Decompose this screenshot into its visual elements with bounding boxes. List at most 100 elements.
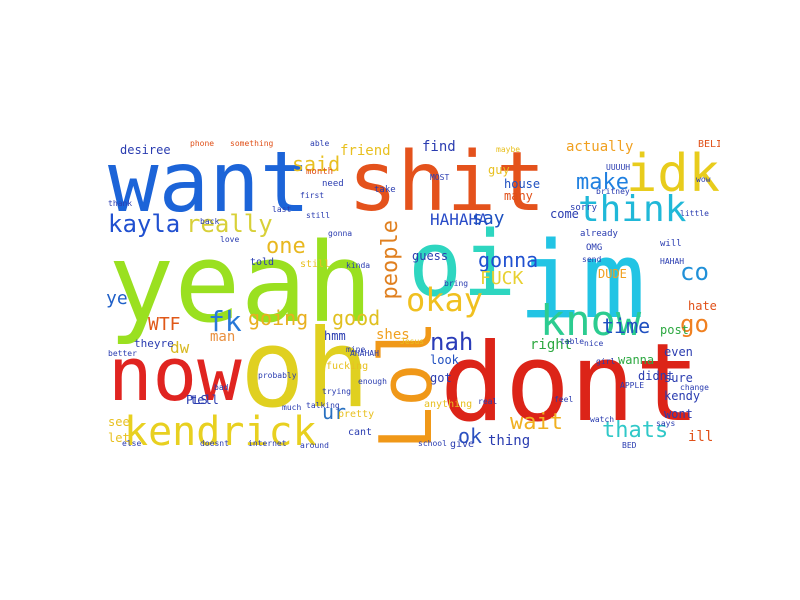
cloud-word: many [504,189,533,203]
cloud-word: else [122,439,142,448]
cloud-word: fucking [326,361,369,372]
cloud-word: kinda [346,261,371,270]
cloud-word: look [430,353,459,367]
cloud-word: got [430,371,452,385]
cloud-word: kendy [664,389,701,403]
cloud-word: around [300,441,329,450]
cloud-word: wont [664,407,693,421]
cloud-word: dont [440,321,701,446]
cloud-word: able [310,140,330,148]
cloud-word: oh [240,307,371,432]
cloud-word: still [306,211,331,220]
cloud-word: sure [664,371,693,385]
cloud-word: AHAHAH [350,349,379,358]
cloud-word: thats [602,418,669,443]
cloud-word: say [472,208,505,229]
cloud-word: first [300,191,325,200]
cloud-word: guy [488,163,510,177]
cloud-word: post [660,323,689,337]
cloud-word: something [230,140,274,148]
cloud-word: take [374,185,396,195]
cloud-word: thank [108,199,133,208]
cloud-word: ill [688,429,714,445]
cloud-word: britney [596,187,630,196]
cloud-word: think [578,189,687,230]
cloud-word: mine [346,345,366,354]
cloud-word: send [582,255,602,264]
cloud-word: ok [458,424,483,448]
cloud-word: love [220,235,240,244]
cloud-word: table [560,337,585,346]
cloud-word: internet [248,439,287,448]
cloud-word: little [680,209,709,218]
cloud-word: watch [590,415,615,424]
cloud-word: WTF [148,314,181,335]
cloud-word: school [418,439,447,448]
cloud-word: DUDE [598,267,627,281]
cloud-word: thing [488,433,531,449]
cloud-word: im [518,219,646,342]
cloud-word: need [322,179,344,189]
cloud-word: kendrick [124,409,317,455]
cloud-word: time [602,314,651,338]
cloud-word: house [504,177,541,191]
cloud-word: tell [190,393,219,407]
cloud-word: FUCK [480,268,524,289]
cloud-word: change [680,383,709,392]
cloud-word: UUUUH [606,163,631,172]
cloud-word: shes [376,327,410,343]
cloud-word: go [680,310,709,338]
cloud-word: oi [408,212,517,317]
cloud-word: phone [190,140,215,148]
cloud-word: come [550,207,579,221]
cloud-word: still [300,259,331,270]
cloud-word: wow [696,175,711,184]
cloud-word: hmm [324,329,346,343]
cloud-word: dw [170,338,190,357]
cloud-word: said [292,152,341,176]
cloud-word: make [576,170,629,195]
cloud-word: sorry [570,203,598,213]
cloud-word: friend [340,143,391,159]
cloud-word: find [422,140,456,155]
cloud-word: really [186,210,273,238]
cloud-word: last [272,205,292,214]
cloud-word: better [108,349,137,358]
cloud-word: know [540,296,642,345]
cloud-word: bad [214,383,229,392]
cloud-word: okay [406,281,484,319]
cloud-word: kayla [108,210,181,238]
cloud-word: APPLE [620,381,645,390]
cloud-word: people [378,220,403,300]
cloud-word: see [108,415,130,429]
cloud-word: one [266,234,306,259]
cloud-word: yeah [108,219,373,347]
cloud-word: girl [596,357,616,366]
cloud-word: gonna [478,248,539,272]
cloud-word: ye [106,288,128,309]
cloud-word: enough [358,377,387,386]
cloud-word: right [530,337,573,353]
cloud-word: even [664,345,693,359]
cloud-word: anything [424,399,473,410]
cloud-word: trying [322,387,351,396]
cloud-word: shit [348,140,546,230]
cloud-word: man [210,329,236,345]
cloud-word: nice [584,339,604,348]
cloud-word: OMG [586,243,603,253]
cloud-word: already [580,229,618,239]
cloud-word: ur [322,400,347,424]
cloud-word: theyre [134,337,174,350]
cloud-word: fk [208,305,242,338]
cloud-word: let [108,431,130,445]
cloud-word: idk [626,144,720,204]
cloud-word: pretty [338,409,375,420]
cloud-word: gonna [328,229,353,238]
cloud-word: cant [348,427,373,438]
cloud-word: maybe [496,145,521,154]
cloud-word: want [108,140,311,231]
cloud-word: good [332,306,381,330]
cloud-word: says [656,419,676,428]
cloud-word: hate [688,299,717,313]
cloud-word: give [450,439,475,450]
